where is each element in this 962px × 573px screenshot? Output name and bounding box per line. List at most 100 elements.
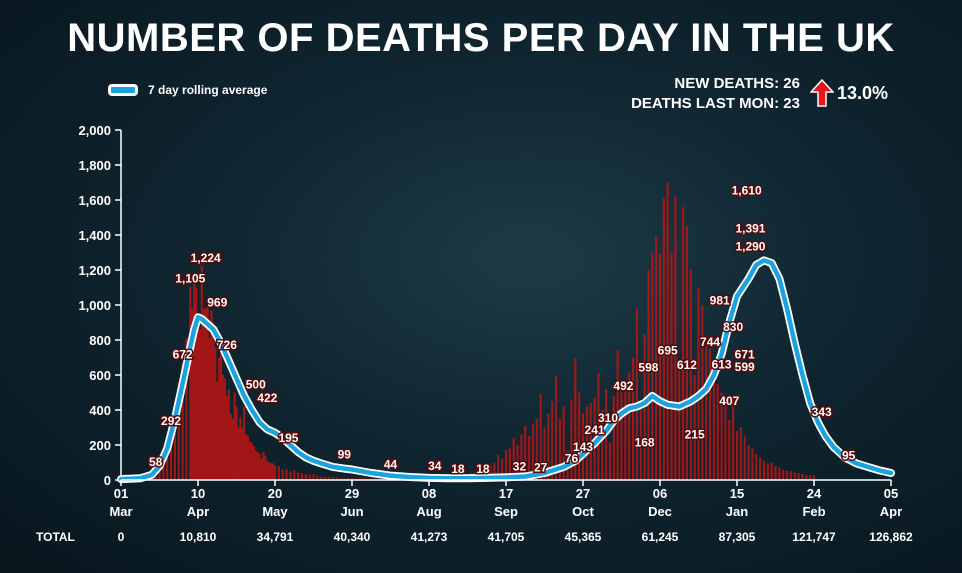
daily-bar: [666, 182, 669, 480]
totals-row: TOTAL 0 10,810 34,791 40,340 41,273 41,705 45,3…: [36, 530, 913, 544]
daily-bar: [547, 413, 550, 480]
daily-bar: [241, 427, 244, 480]
daily-bar: [181, 362, 184, 480]
daily-bar: [158, 468, 161, 480]
daily-bar: [658, 254, 662, 480]
data-label: 744: [700, 335, 720, 349]
x-tick-date: 05: [884, 486, 898, 501]
daily-bar: [516, 445, 519, 480]
total-label: TOTAL: [36, 530, 75, 544]
daily-bar: [674, 196, 677, 480]
total-value: 45,365: [565, 530, 602, 544]
daily-bar: [231, 418, 234, 480]
daily-bar: [501, 459, 504, 480]
data-label: 32: [513, 459, 527, 473]
x-tick-month: Mar: [109, 504, 132, 519]
daily-bar: [708, 348, 712, 480]
change-indicator: 13.0%: [810, 75, 888, 111]
x-tick-date: 06: [653, 486, 667, 501]
y-tick-label: 1,200: [78, 263, 111, 278]
daily-bar: [728, 419, 731, 480]
daily-bar: [805, 474, 808, 480]
data-label: 143: [573, 440, 593, 454]
legend-swatch: [108, 84, 138, 96]
daily-bar: [304, 473, 307, 480]
data-label: 27: [534, 460, 548, 474]
y-tick-label: 0: [104, 473, 111, 488]
daily-bar: [297, 472, 300, 480]
data-label: 1,224: [191, 251, 221, 265]
daily-bar: [801, 473, 804, 480]
daily-bar: [685, 226, 689, 480]
total-value: 121,747: [792, 530, 836, 544]
daily-bar: [208, 338, 211, 480]
x-tick-month: Jun: [340, 504, 363, 519]
daily-bar: [539, 393, 542, 480]
daily-bar: [585, 406, 588, 480]
y-tick-label: 400: [89, 403, 111, 418]
x-tick-month: Aug: [416, 504, 441, 519]
data-label: 1,290: [735, 239, 765, 253]
data-label: 310: [598, 411, 618, 425]
daily-bar: [670, 252, 673, 480]
daily-bar: [497, 454, 500, 480]
daily-bar: [268, 462, 271, 480]
data-label: 95: [842, 448, 856, 462]
daily-bar: [320, 476, 323, 480]
data-label: 168: [635, 436, 655, 450]
daily-bar: [312, 474, 315, 480]
daily-bar: [489, 466, 492, 480]
data-label: 612: [677, 358, 697, 372]
data-label: 195: [278, 431, 298, 445]
x-tick-date: 24: [807, 486, 822, 501]
daily-bar: [227, 389, 230, 480]
daily-bar: [166, 448, 169, 480]
x-tick-month: Feb: [802, 504, 825, 519]
daily-bar: [316, 475, 319, 480]
daily-bar: [339, 477, 342, 480]
new-deaths-stat: NEW DEATHS: 26: [674, 75, 800, 92]
daily-bar: [293, 470, 296, 480]
total-value: 10,810: [180, 530, 217, 544]
daily-bar: [697, 287, 700, 480]
daily-bar: [689, 270, 692, 480]
y-tick-label: 1,000: [78, 298, 111, 313]
daily-bars: [119, 182, 816, 480]
total-value: 126,862: [869, 530, 913, 544]
daily-bar: [562, 406, 565, 480]
x-tick-date: 10: [191, 486, 205, 501]
daily-bar: [678, 362, 681, 480]
daily-bar: [173, 401, 176, 480]
daily-bar: [747, 445, 750, 480]
x-tick-month: Oct: [572, 504, 594, 519]
daily-bar: [716, 383, 719, 480]
daily-bar: [528, 436, 531, 480]
daily-bar: [755, 453, 758, 480]
daily-bar: [570, 399, 573, 480]
daily-bar: [705, 340, 708, 480]
daily-bar: [624, 382, 627, 480]
daily-bar: [535, 418, 538, 480]
y-tick-label: 1,400: [78, 228, 111, 243]
daily-bar: [256, 452, 259, 480]
daily-bar: [214, 347, 217, 480]
daily-bar: [210, 310, 213, 480]
daily-bar: [789, 471, 792, 480]
daily-bar: [762, 460, 766, 480]
data-label: 407: [719, 394, 739, 408]
daily-bar: [620, 392, 623, 480]
x-tick-month: May: [262, 504, 288, 519]
data-label: 18: [451, 462, 465, 476]
daily-bar: [770, 462, 773, 480]
daily-bar: [543, 427, 546, 480]
daily-bar: [720, 392, 723, 480]
daily-bar: [812, 475, 816, 480]
daily-bar: [647, 270, 650, 480]
daily-bar: [258, 453, 261, 480]
data-label: 34: [428, 459, 442, 473]
data-label: 726: [217, 338, 237, 352]
daily-bar: [343, 478, 346, 480]
daily-bar: [793, 472, 796, 480]
x-tick-date: 15: [730, 486, 744, 501]
